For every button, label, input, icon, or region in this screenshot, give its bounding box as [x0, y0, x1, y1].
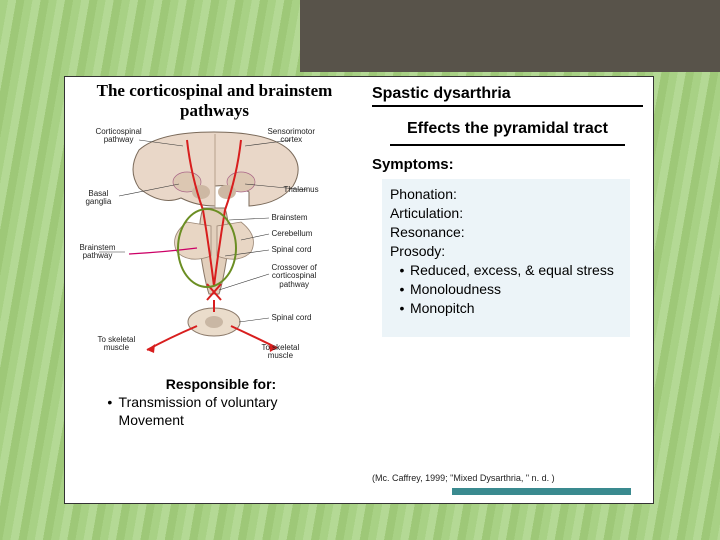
- symptoms-box: Phonation: Articulation: Resonance: Pros…: [382, 179, 630, 337]
- symptom-category: Resonance:: [390, 223, 622, 242]
- citation: (Mc. Caffrey, 1999; "Mixed Dysarthria, "…: [372, 473, 555, 483]
- diagram-title: The corticospinal and brainstem pathways: [65, 77, 364, 126]
- bullet-icon: •: [394, 261, 410, 280]
- list-item: •Monoloudness: [394, 280, 622, 299]
- diagram-label: Crossover of corticospinal pathway: [271, 264, 316, 289]
- symptom-category: Phonation:: [390, 185, 622, 204]
- diagram-label: Cerebellum: [271, 230, 312, 238]
- list-item: •Reduced, excess, & equal stress: [394, 261, 622, 280]
- anatomy-diagram: Corticospinal pathway Sensorimotor corte…: [69, 126, 359, 366]
- diagram-label: Corticospinal pathway: [95, 128, 141, 145]
- diagram-label: Thalamus: [283, 186, 318, 194]
- bullet-icon: •: [101, 393, 119, 429]
- diagram-label: Sensorimotor cortex: [267, 128, 315, 145]
- symptom-category: Prosody:: [390, 242, 622, 261]
- responsible-item: • Transmission of voluntary Movement: [101, 393, 341, 429]
- diagram-label: To skeletal muscle: [97, 336, 135, 353]
- bullet-icon: •: [394, 280, 410, 299]
- responsible-block: Responsible for: • Transmission of volun…: [101, 375, 341, 430]
- condition-title: Spastic dysarthria: [372, 85, 643, 107]
- list-text: Reduced, excess, & equal stress: [410, 261, 614, 280]
- left-column: The corticospinal and brainstem pathways: [65, 77, 364, 503]
- diagram-label: Spinal cord: [271, 314, 311, 322]
- condition-subtitle: Effects the pyramidal tract: [390, 115, 625, 146]
- prosody-list: •Reduced, excess, & equal stress •Monolo…: [394, 261, 622, 318]
- bullet-icon: •: [394, 299, 410, 318]
- diagram-label: Basal ganglia: [85, 190, 111, 207]
- content-card: The corticospinal and brainstem pathways: [64, 76, 654, 504]
- responsible-title: Responsible for:: [101, 375, 341, 393]
- responsible-text: Transmission of voluntary Movement: [119, 393, 341, 429]
- symptoms-heading: Symptoms:: [372, 156, 643, 173]
- diagram-label: Brainstem pathway: [79, 244, 115, 261]
- header-bar: [300, 0, 720, 72]
- right-column: Spastic dysarthria Effects the pyramidal…: [364, 77, 653, 503]
- list-item: •Monopitch: [394, 299, 622, 318]
- diagram-label: Brainstem: [271, 214, 307, 222]
- diagram-label: Spinal cord: [271, 246, 311, 254]
- list-text: Monoloudness: [410, 280, 501, 299]
- list-text: Monopitch: [410, 299, 475, 318]
- symptom-category: Articulation:: [390, 204, 622, 223]
- accent-bar: [452, 488, 631, 495]
- diagram-label: To skeletal muscle: [261, 344, 299, 361]
